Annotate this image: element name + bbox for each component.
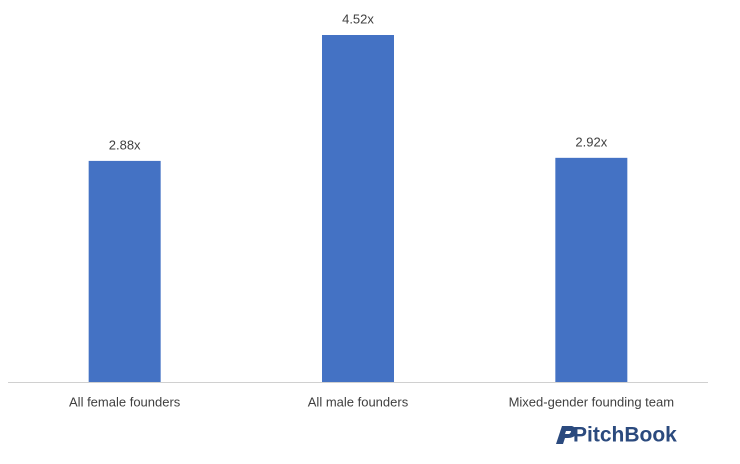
- logo-text: PitchBook: [573, 424, 677, 447]
- x-tick-label: All male founders: [308, 394, 409, 409]
- data-label: 4.52x: [342, 11, 374, 26]
- bar: [322, 35, 394, 382]
- bar: [555, 157, 628, 382]
- logo: PitchBook: [556, 424, 677, 447]
- x-tick-label: Mixed-gender founding team: [509, 394, 675, 409]
- bar: [88, 160, 161, 382]
- data-label: 2.88x: [109, 137, 141, 152]
- data-label: 2.92x: [575, 134, 607, 149]
- logo-icon: [556, 426, 577, 444]
- x-tick-label: All female founders: [69, 394, 181, 409]
